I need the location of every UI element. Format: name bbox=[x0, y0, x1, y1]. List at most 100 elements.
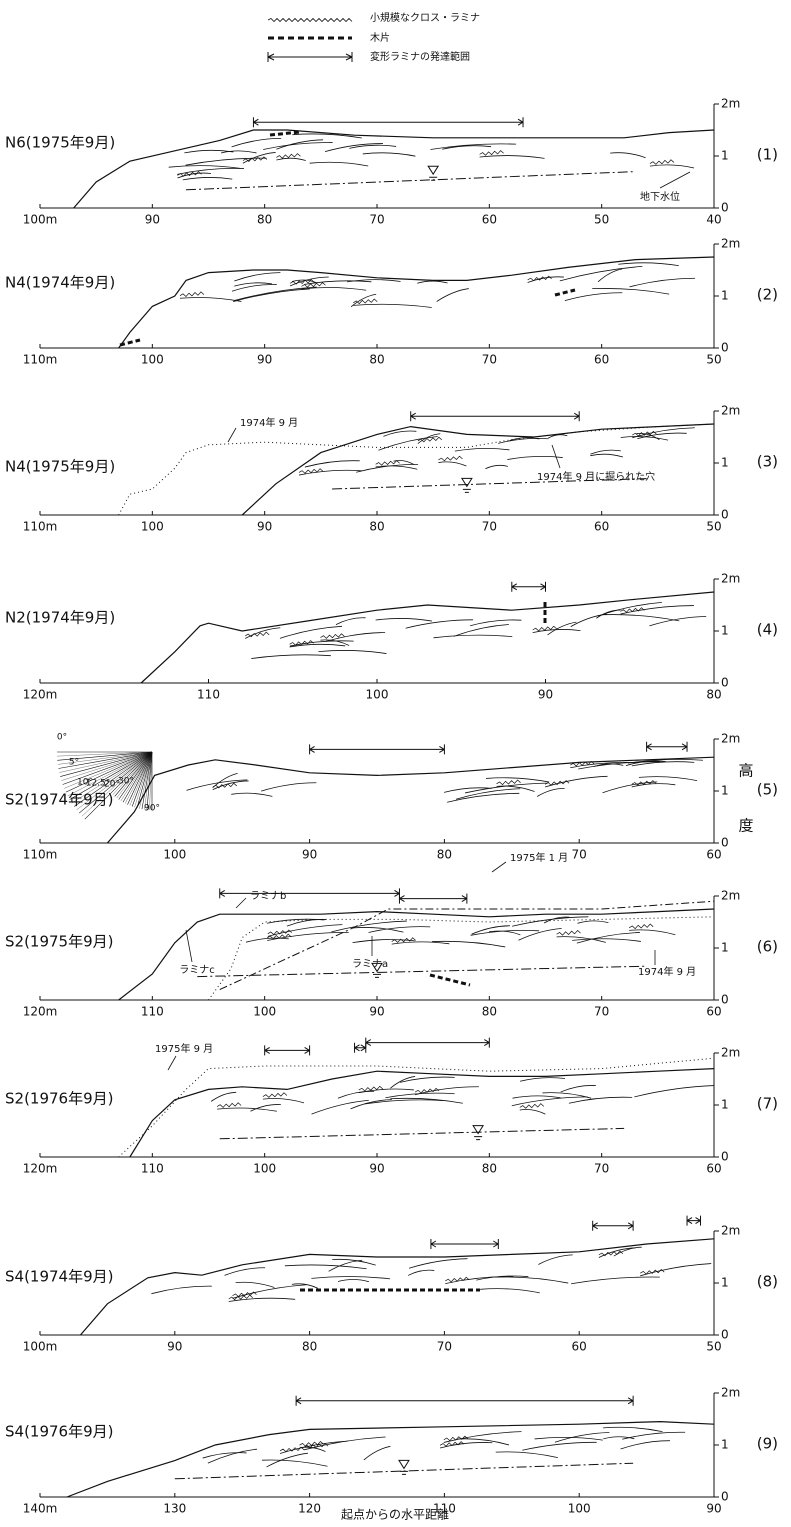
lamina bbox=[276, 157, 306, 161]
lamina bbox=[590, 449, 621, 455]
y-tick-label: 0 bbox=[721, 1328, 729, 1342]
lamina bbox=[350, 293, 377, 308]
x-tick-label: 80 bbox=[369, 353, 384, 367]
lamina bbox=[182, 177, 233, 181]
y-tick-label: 1 bbox=[721, 289, 729, 303]
profile-line bbox=[118, 908, 715, 1001]
angle-line bbox=[59, 751, 153, 773]
x-tick-label: 90 bbox=[167, 1340, 182, 1354]
cross-lamina bbox=[556, 929, 581, 936]
panel-number: (4) bbox=[757, 621, 778, 639]
lamina bbox=[242, 152, 276, 164]
cross-lamina bbox=[303, 1442, 329, 1449]
water-symbol bbox=[398, 1459, 410, 1475]
lamina bbox=[594, 763, 624, 767]
x-tick-label: 50 bbox=[706, 520, 721, 534]
cross-lamina bbox=[358, 1085, 384, 1092]
lamina bbox=[304, 460, 360, 468]
lamina bbox=[417, 433, 441, 444]
panel-label: N4(1975年9月) bbox=[5, 458, 115, 476]
cross-lamina bbox=[289, 640, 314, 646]
lamina bbox=[363, 1445, 391, 1461]
lamina bbox=[375, 618, 432, 622]
y-axis-title: 度 bbox=[738, 817, 753, 835]
x-tick-label: 80 bbox=[302, 1340, 317, 1354]
lamina bbox=[349, 144, 397, 149]
cross-lamina bbox=[298, 468, 324, 474]
lamina bbox=[262, 1098, 305, 1104]
cross-lamina bbox=[232, 1291, 257, 1298]
lamina bbox=[185, 157, 267, 166]
lamina bbox=[289, 643, 346, 648]
cross-lamina bbox=[439, 1441, 465, 1447]
x-tick-label: 80 bbox=[257, 213, 272, 227]
lamina bbox=[324, 143, 383, 153]
lamina bbox=[596, 609, 621, 619]
angle-line bbox=[57, 751, 153, 765]
angle-label: 30° bbox=[118, 777, 134, 787]
angle-label: 90° bbox=[144, 804, 160, 814]
range-arrow bbox=[592, 1220, 634, 1231]
y-tick-label: 1 bbox=[721, 149, 729, 163]
lamina bbox=[538, 1254, 573, 1265]
water-table bbox=[219, 1127, 625, 1140]
angle-line bbox=[79, 751, 153, 814]
annotation-arrow bbox=[659, 171, 691, 189]
lamina bbox=[298, 469, 362, 476]
x-tick-label: 110m bbox=[23, 520, 58, 534]
cross-lamina bbox=[262, 1092, 288, 1098]
lamina bbox=[629, 929, 676, 936]
lamina bbox=[224, 1267, 266, 1276]
lamina bbox=[347, 279, 401, 283]
lamina bbox=[634, 1085, 715, 1098]
annotation: 1974年 9 月 bbox=[638, 965, 696, 978]
angle-line bbox=[114, 751, 153, 797]
lamina bbox=[439, 1442, 493, 1449]
lamina bbox=[470, 619, 522, 627]
wood-fragment bbox=[429, 973, 471, 987]
cross-lamina bbox=[438, 455, 463, 462]
y-tick-label: 1 bbox=[721, 1098, 729, 1112]
lamina bbox=[496, 785, 535, 792]
lamina bbox=[559, 266, 643, 282]
lamina bbox=[603, 614, 680, 622]
angle-line bbox=[62, 751, 153, 785]
lamina bbox=[245, 937, 289, 943]
range-arrow bbox=[295, 1395, 634, 1406]
lamina bbox=[507, 455, 563, 460]
lamina bbox=[509, 437, 540, 441]
x-tick-label: 90 bbox=[369, 1005, 384, 1019]
lamina bbox=[177, 168, 244, 175]
cross-lamina bbox=[279, 1446, 305, 1453]
lamina bbox=[267, 931, 349, 941]
lamina bbox=[311, 1276, 391, 1280]
lamina bbox=[571, 1276, 660, 1285]
range-arrow bbox=[309, 744, 445, 755]
cross-lamina bbox=[301, 282, 326, 288]
lamina bbox=[544, 775, 608, 788]
x-tick-label: 120m bbox=[23, 688, 58, 702]
panel-label: S2(1976年9月) bbox=[5, 1090, 114, 1108]
lamina bbox=[560, 1085, 596, 1093]
lamina bbox=[603, 1426, 663, 1433]
lamina bbox=[263, 142, 333, 150]
lamina bbox=[335, 617, 366, 625]
lamina bbox=[485, 464, 508, 470]
cross-lamina bbox=[443, 1435, 469, 1442]
panel-number: (3) bbox=[757, 453, 778, 471]
lamina bbox=[578, 761, 661, 770]
angle-line bbox=[64, 751, 153, 789]
x-tick-label: 70 bbox=[369, 213, 384, 227]
angle-line bbox=[129, 751, 153, 806]
lamina bbox=[291, 1283, 318, 1289]
x-tick-label: 90 bbox=[257, 520, 272, 534]
angle-line bbox=[81, 751, 153, 817]
x-tick-label: 90 bbox=[257, 353, 272, 367]
x-tick-label: 90 bbox=[302, 848, 317, 862]
lamina bbox=[627, 758, 704, 764]
x-tick-label: 80 bbox=[482, 1162, 497, 1176]
y-tick-label: 1 bbox=[721, 941, 729, 955]
lamina bbox=[572, 938, 641, 942]
annotation-arrow bbox=[235, 897, 247, 909]
x-tick-label: 110 bbox=[141, 1162, 164, 1176]
